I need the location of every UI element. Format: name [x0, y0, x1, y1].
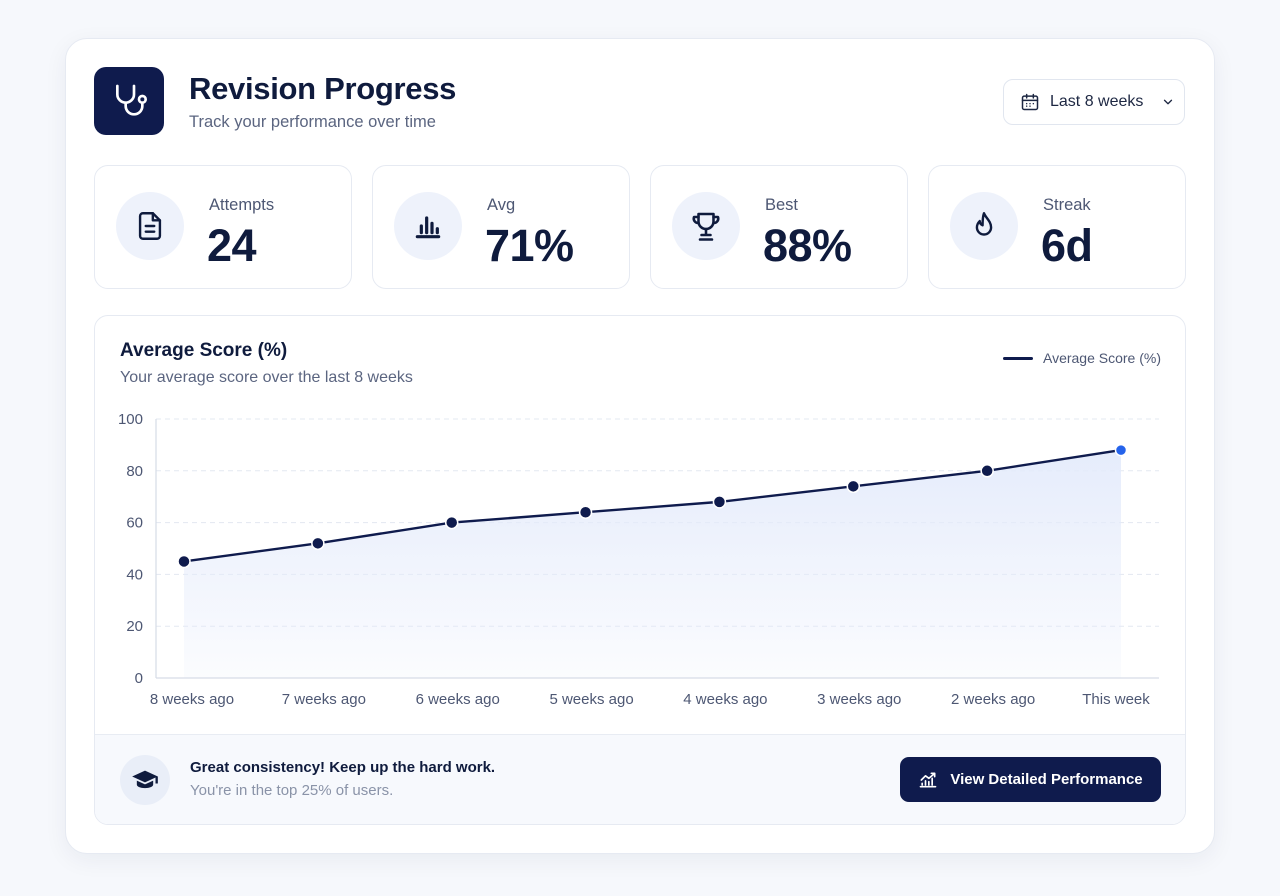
stethoscope-icon: [116, 84, 147, 116]
app-logo: [94, 67, 164, 135]
date-range-label: Last 8 weeks: [1050, 93, 1144, 110]
stat-value: 6d: [1041, 220, 1093, 271]
legend-swatch: [1002, 356, 1033, 360]
chart-panel: Average Score (%) Your average score ove…: [94, 315, 1186, 825]
page-subtitle: Track your performance over time: [189, 113, 436, 131]
stat-card-attempts: Attempts 24: [94, 165, 352, 289]
encouragement-message: Great consistency! Keep up the hard work…: [190, 759, 496, 776]
trending-up-icon: [920, 772, 937, 787]
data-point-current: [1114, 443, 1128, 457]
data-point: [311, 536, 325, 551]
y-tick-label: 100: [118, 411, 143, 428]
view-detailed-performance-button[interactable]: View Detailed Performance: [900, 757, 1161, 802]
x-tick-label: 5 weeks ago: [549, 691, 633, 708]
graduation-cap-icon: [132, 770, 158, 789]
stat-value: 71%: [485, 220, 574, 271]
x-tick-label: This week: [1082, 691, 1150, 708]
stat-value: 24: [207, 220, 257, 271]
stat-label: Avg: [487, 196, 516, 214]
cta-label: View Detailed Performance: [950, 771, 1143, 788]
bar-chart-icon: [415, 216, 441, 239]
calendar-icon: [1021, 93, 1039, 111]
stat-card-streak: Streak 6d: [928, 165, 1186, 289]
stat-icon-circle: [950, 192, 1018, 260]
data-point: [846, 479, 861, 494]
stat-label: Attempts: [209, 196, 275, 214]
footer-icon-circle: [120, 755, 170, 805]
chevron-down-icon: [1161, 95, 1175, 109]
stat-card-best: Best 88%: [650, 165, 908, 289]
data-point: [578, 505, 593, 519]
x-tick-label: 6 weeks ago: [416, 691, 500, 708]
stat-card-avg: Avg 71%: [372, 165, 630, 289]
stat-label: Best: [765, 196, 799, 214]
x-tick-label: 3 weeks ago: [817, 691, 901, 708]
flame-icon: [975, 212, 993, 236]
ranking-message: You're in the top 25% of users.: [190, 782, 394, 799]
x-tick-label: 2 weeks ago: [951, 691, 1035, 708]
document-icon: [138, 212, 162, 240]
data-point: [712, 495, 727, 509]
x-tick-label: 7 weeks ago: [282, 691, 366, 708]
series-line: [183, 448, 1122, 563]
y-tick-label: 0: [135, 670, 143, 687]
y-tick-label: 20: [126, 618, 143, 635]
legend-label: Average Score (%): [1042, 350, 1161, 366]
x-tick-label: 8 weeks ago: [150, 691, 234, 708]
revision-progress-card: Revision Progress Track your performance…: [65, 38, 1215, 854]
stat-value: 88%: [763, 220, 852, 271]
stat-icon-circle: [672, 192, 740, 260]
x-tick-label: 4 weeks ago: [683, 691, 767, 708]
stat-icon-circle: [394, 192, 462, 260]
stat-label: Streak: [1043, 196, 1091, 214]
score-line-chart: 0 20 40 60 80 100 8 weeks ago 7 weeks ago 6 week…: [118, 411, 1159, 708]
trophy-icon: [692, 212, 720, 241]
data-point: [444, 515, 459, 530]
date-range-dropdown[interactable]: Last 8 weeks: [1003, 79, 1185, 125]
chart-title: Average Score (%): [120, 340, 288, 361]
y-tick-label: 80: [126, 463, 143, 480]
stat-icon-circle: [116, 192, 184, 260]
data-point: [177, 554, 191, 569]
y-tick-label: 40: [126, 566, 143, 583]
y-tick-label: 60: [126, 515, 143, 532]
stats-row: Attempts 24 Avg 71% Best 88%: [94, 165, 1186, 289]
data-point: [980, 464, 994, 478]
page-title: Revision Progress: [189, 71, 457, 106]
chart-footer: Great consistency! Keep up the hard work…: [95, 734, 1185, 824]
chart-subtitle: Your average score over the last 8 weeks: [120, 369, 413, 386]
area-fill: [184, 450, 1121, 678]
chart-legend: Average Score (%): [1002, 350, 1161, 366]
